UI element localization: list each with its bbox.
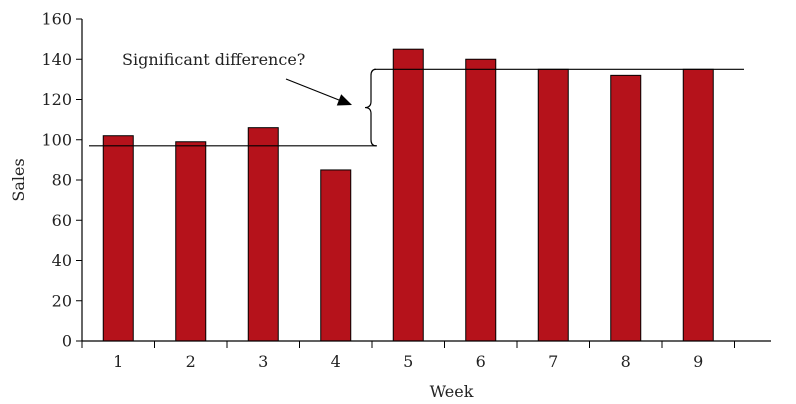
y-tick-label: 20 — [52, 291, 72, 310]
x-tick-label: 8 — [621, 352, 631, 371]
bar-week-3 — [247, 127, 279, 342]
y-tick-label: 140 — [41, 50, 72, 69]
x-axis-label: Week — [430, 382, 474, 401]
y-tick-label: 0 — [62, 332, 72, 351]
bar-week-1 — [102, 135, 134, 342]
bar-week-7 — [537, 68, 569, 342]
x-tick-label: 1 — [113, 352, 123, 371]
x-tick-label: 7 — [548, 352, 558, 371]
x-tick-label: 6 — [476, 352, 486, 371]
y-tick-label: 80 — [52, 171, 72, 190]
bar-week-4 — [320, 169, 352, 342]
y-tick-label: 120 — [41, 90, 72, 109]
y-tick-label: 40 — [52, 251, 72, 270]
difference-brace — [364, 68, 377, 147]
y-tick-label: 100 — [41, 130, 72, 149]
bar-week-5 — [392, 48, 424, 342]
y-tick-label: 160 — [41, 10, 72, 29]
x-tick-label: 2 — [186, 352, 196, 371]
bars-layer — [102, 48, 714, 342]
annotation-arrow — [285, 78, 345, 103]
bar-week-2 — [175, 141, 207, 342]
annotation-arrowhead — [336, 94, 352, 106]
annotation-layer: Significant difference? — [89, 50, 744, 147]
ticks-layer: 0 20 40 60 80 100 120 140 160 1 2 3 4 5 6 7 8 9 — [41, 10, 735, 371]
annotation-text: Significant difference? — [122, 50, 305, 69]
bar-week-6 — [465, 58, 497, 342]
x-tick-label: 5 — [403, 352, 413, 371]
x-tick-label: 3 — [258, 352, 268, 371]
y-tick-label: 60 — [52, 211, 72, 230]
x-tick-label: 4 — [331, 352, 341, 371]
y-axis-label: Sales — [9, 158, 28, 201]
bar-week-9 — [682, 68, 714, 342]
bar-week-8 — [610, 74, 642, 342]
x-tick-label: 9 — [693, 352, 703, 371]
